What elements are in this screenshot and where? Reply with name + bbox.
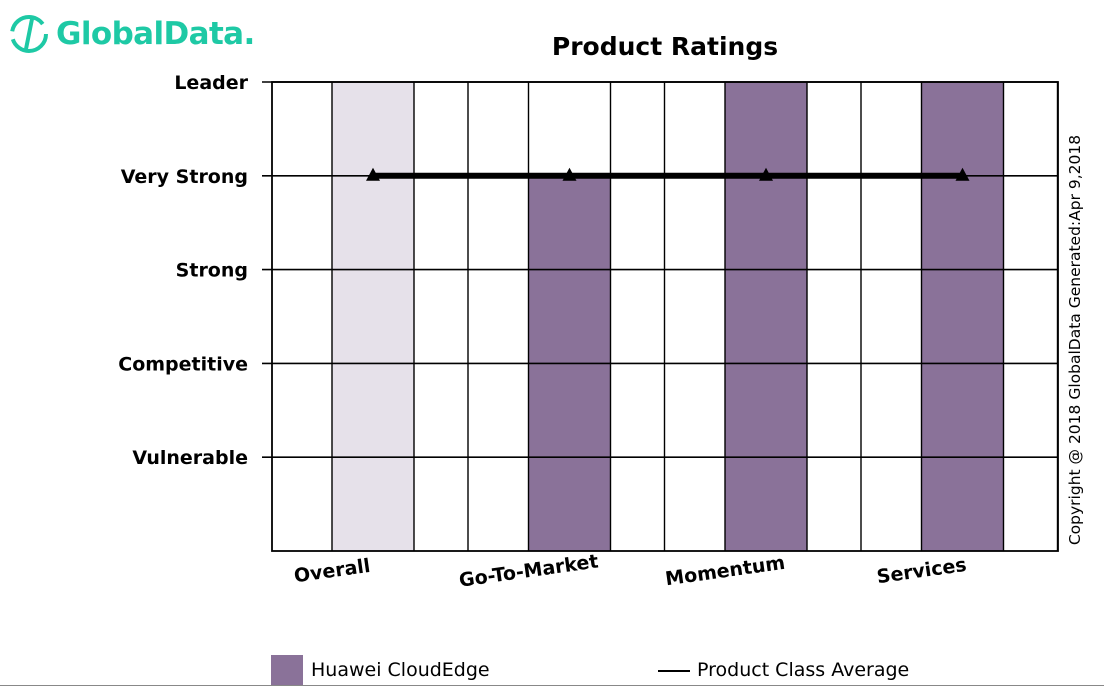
copyright-notice: Copyright @ 2018 GlobalData Generated:Ap… bbox=[1060, 90, 1090, 590]
y-tick-label: Competitive bbox=[118, 353, 248, 375]
average-marker bbox=[562, 167, 577, 181]
bar-momentum bbox=[725, 82, 807, 551]
y-tick-label: Leader bbox=[174, 72, 248, 94]
x-tick-label: Go-To-Market bbox=[458, 550, 600, 591]
x-tick-label: Momentum bbox=[664, 552, 786, 591]
average-marker bbox=[759, 167, 773, 181]
chart-title: Product Ratings bbox=[551, 32, 779, 61]
legend-swatch-huawei bbox=[271, 655, 303, 686]
legend-label-average: Product Class Average bbox=[697, 659, 910, 681]
average-marker bbox=[366, 167, 380, 181]
x-tick-label: Overall bbox=[293, 555, 372, 587]
legend-label-huawei: Huawei CloudEdge bbox=[311, 659, 490, 681]
y-tick-label: Very Strong bbox=[121, 166, 248, 188]
globaldata-logo: GlobalData. bbox=[6, 6, 255, 62]
y-tick-label: Vulnerable bbox=[132, 447, 248, 469]
average-marker bbox=[955, 167, 970, 181]
globaldata-mark-icon bbox=[10, 15, 48, 53]
brand-name: GlobalData. bbox=[56, 16, 255, 52]
x-tick-label: Services bbox=[875, 554, 967, 588]
plot-frame bbox=[271, 81, 1059, 552]
legend-line-average bbox=[658, 670, 690, 672]
y-tick-label: Strong bbox=[176, 260, 248, 282]
bar-services bbox=[921, 82, 1004, 551]
copyright-text: Copyright @ 2018 GlobalData Generated:Ap… bbox=[1066, 134, 1084, 546]
bar-overall bbox=[332, 82, 414, 551]
product-ratings-chart: Vulnerable Competitive Strong Very Strong Le… bbox=[118, 72, 1059, 592]
